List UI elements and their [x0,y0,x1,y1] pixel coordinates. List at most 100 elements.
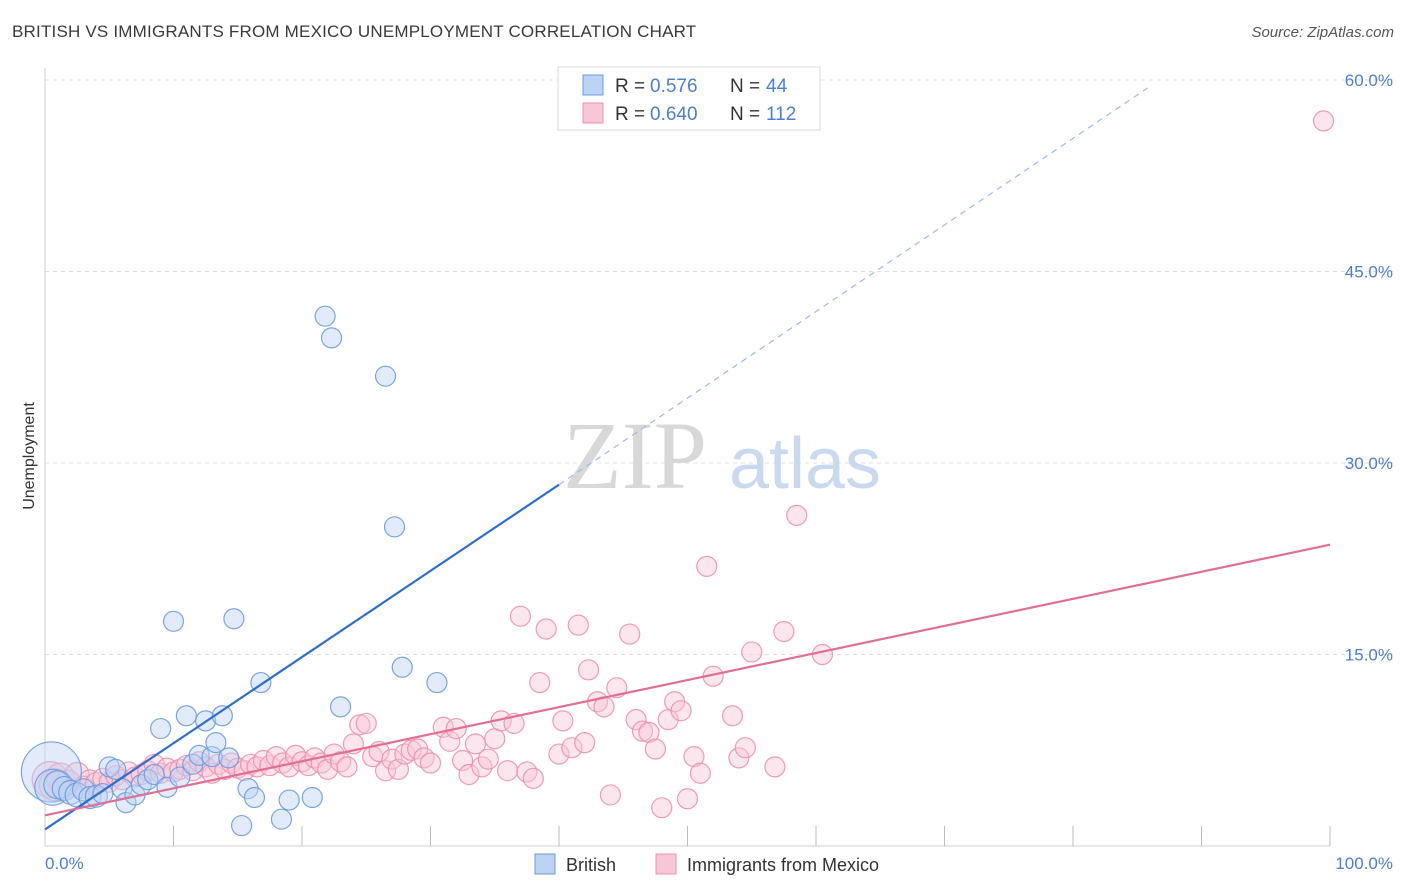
point-mexico-70 [497,760,519,782]
point-mexico-78 [552,710,574,732]
point-mexico-85 [599,784,622,806]
point-mexico-80 [567,614,589,636]
point-british-33 [243,786,266,809]
point-mexico-82 [577,659,600,681]
point-mexico-61 [439,730,461,752]
trend-line-mexico [44,543,1331,817]
y-axis-label: Unemployment [21,402,38,510]
x-tick-label-max: 100.0% [1335,854,1393,873]
y-tick-label-3: 60.0% [1345,71,1393,90]
point-british-35 [270,808,293,830]
point-mexico-77 [548,743,570,765]
point-mexico-73 [522,767,544,789]
stats-n-value-mexico: 112 [766,104,796,125]
point-british-44 [426,671,448,694]
stats-r-value-british: 0.576 [650,76,698,97]
stats-r-value-mexico: 0.640 [650,104,698,125]
point-mexico-63 [452,749,474,772]
point-mexico-76 [529,671,551,694]
point-mexico-91 [644,738,666,760]
chart-title: BRITISH VS IMMIGRANTS FROM MEXICO UNEMPL… [12,22,697,41]
point-mexico-68 [484,728,506,750]
point-mexico-81 [574,731,596,754]
point-mexico-99 [696,555,718,578]
stats-swatch-mexico [582,102,604,124]
point-mexico-105 [764,756,786,778]
x-tick-label-min: 0.0% [45,854,84,873]
point-mexico-59 [419,752,442,774]
point-mexico-103 [734,737,756,759]
point-mexico-106 [773,620,795,643]
point-mexico-74 [509,605,532,627]
point-mexico-92 [651,797,673,819]
point-british-42 [383,516,406,538]
point-british-18 [150,717,172,740]
stats-swatch-british [582,74,604,96]
point-mexico-86 [606,677,628,699]
series-legend: British Immigrants from Mexico [534,853,879,875]
legend-swatch-british [534,853,556,875]
point-mexico-75 [535,618,557,640]
point-mexico-64 [458,763,480,786]
point-british-3 [51,775,77,802]
trend-lines [44,85,1331,831]
legend-label-british: British [566,855,616,875]
point-mexico-67 [477,748,499,770]
point-mexico-88 [625,709,647,731]
stats-n-value-british: 44 [766,76,788,97]
point-mexico-95 [670,700,692,722]
trend-line-british [44,483,560,831]
point-mexico-87 [619,623,641,645]
stats-r-label-mexico: R = [615,104,645,125]
point-british-29 [218,747,240,769]
watermark: ZIP atlas [563,402,881,509]
point-mexico-56 [400,739,422,761]
watermark-atlas: atlas [729,424,881,504]
stats-n-label-british: N = [730,76,760,97]
legend-swatch-mexico [655,853,677,875]
point-british-36 [278,789,300,811]
point-mexico-102 [728,747,750,769]
point-mexico-46 [336,756,358,778]
point-mexico-53 [381,748,403,770]
series-mexico-points [31,110,1335,819]
trend-line-british-extension [558,85,1151,486]
point-british-41 [374,365,397,387]
point-mexico-49 [355,712,377,735]
point-british-20 [162,610,185,632]
point-british-11 [105,758,127,781]
point-mexico-72 [516,761,538,783]
y-tick-labels: 15.0% 30.0% 45.0% 60.0% [1345,71,1393,665]
point-british-17 [143,763,165,786]
y-tick-label-0: 15.0% [1345,646,1393,665]
point-mexico-48 [349,714,371,736]
point-mexico-104 [741,641,763,663]
point-mexico-101 [721,705,744,727]
y-tick-label-2: 45.0% [1345,263,1393,282]
point-british-28 [211,705,233,727]
legend-label-mexico: Immigrants from Mexico [687,855,879,875]
point-british-39 [320,327,343,349]
point-british-43 [391,656,413,678]
point-british-31 [231,814,253,837]
point-mexico-9 [98,771,120,793]
watermark-zip: ZIP [563,402,707,509]
point-mexico-107 [786,504,808,526]
stats-r-label-british: R = [615,76,645,97]
point-mexico-90 [638,721,660,743]
point-mexico-109 [1312,110,1335,132]
point-mexico-97 [683,746,705,768]
x-ticks [173,826,1331,846]
source-credit: Source: ZipAtlas.com [1251,24,1394,41]
point-british-22 [175,705,197,727]
stats-legend: R = 0.576 N = 44 R = 0.640 N = 112 [557,66,821,131]
stats-n-label-mexico: N = [730,104,760,125]
point-mexico-108 [811,643,834,666]
point-british-38 [314,305,336,327]
point-mexico-96 [676,788,699,810]
point-mexico-8 [92,767,114,789]
point-mexico-98 [689,762,711,784]
point-british-30 [223,608,245,630]
point-british-37 [301,786,323,809]
